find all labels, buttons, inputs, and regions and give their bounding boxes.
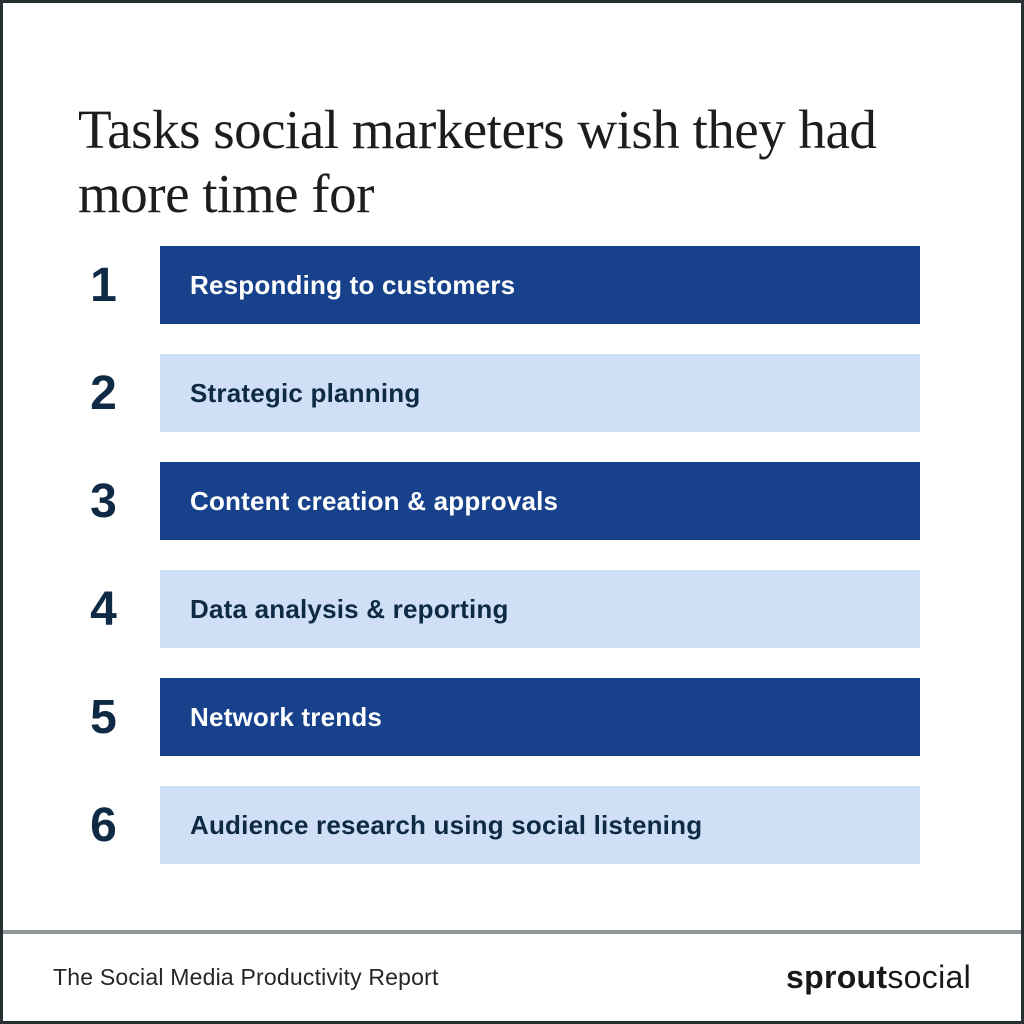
task-label: Responding to customers [190, 269, 516, 300]
brand-light-text: social [887, 959, 971, 995]
task-rank: 5 [90, 690, 117, 744]
task-rank: 2 [90, 366, 117, 420]
task-bar: Network trends [160, 678, 920, 756]
task-row: 4 Data analysis & reporting [3, 570, 920, 648]
brand-bold-text: sprout [786, 959, 888, 995]
task-row: 2 Strategic planning [3, 354, 920, 432]
task-bar: Responding to customers [160, 246, 920, 324]
task-row: 6 Audience research using social listeni… [3, 786, 920, 864]
footer-divider [3, 930, 1021, 934]
task-label: Strategic planning [190, 377, 421, 408]
task-bar: Content creation & approvals [160, 462, 920, 540]
sproutsocial-logo: sproutsocial [786, 959, 971, 996]
footer: The Social Media Productivity Report spr… [3, 934, 1021, 1021]
task-label: Network trends [190, 701, 383, 732]
task-list: 1 Responding to customers 2 Strategic pl… [3, 246, 920, 894]
report-name: The Social Media Productivity Report [53, 964, 439, 990]
task-rank: 6 [90, 798, 117, 852]
task-row: 5 Network trends [3, 678, 920, 756]
page-title: Tasks social marketers wish they had mor… [78, 98, 877, 225]
task-row: 3 Content creation & approvals [3, 462, 920, 540]
task-label: Data analysis & reporting [190, 593, 509, 624]
task-label: Content creation & approvals [190, 485, 559, 516]
task-bar: Strategic planning [160, 354, 920, 432]
task-rank: 3 [90, 474, 117, 528]
task-bar: Data analysis & reporting [160, 570, 920, 648]
task-label: Audience research using social listening [190, 809, 703, 840]
task-rank: 1 [90, 258, 117, 312]
task-row: 1 Responding to customers [3, 246, 920, 324]
task-bar: Audience research using social listening [160, 786, 920, 864]
task-rank: 4 [90, 582, 117, 636]
